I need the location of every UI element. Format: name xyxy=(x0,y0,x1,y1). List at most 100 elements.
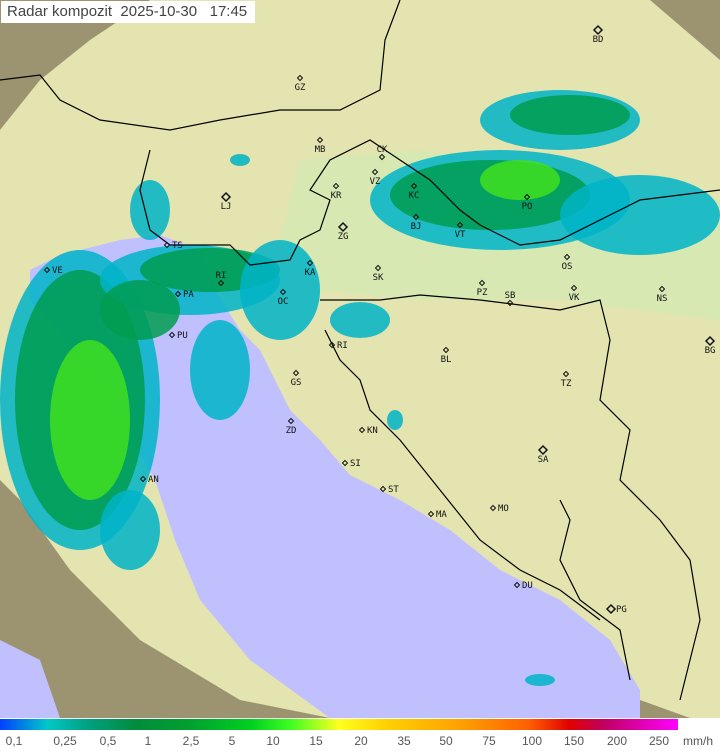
diamond-icon xyxy=(358,426,366,434)
diamond-icon xyxy=(412,213,420,221)
diamond-icon xyxy=(279,288,287,296)
rain-cell xyxy=(560,175,720,255)
city-marker-sa: SA xyxy=(538,444,549,465)
legend-tick: 20 xyxy=(354,734,368,748)
city-label: OS xyxy=(562,262,573,272)
city-label: PZ xyxy=(477,288,488,298)
legend-tick: 35 xyxy=(397,734,411,748)
city-marker-vz: VZ xyxy=(370,168,381,187)
diamond-icon xyxy=(168,331,176,339)
city-label: ZD xyxy=(286,426,297,436)
diamond-icon xyxy=(570,284,578,292)
precipitation-layer xyxy=(0,90,720,686)
diamond-icon xyxy=(43,266,51,274)
city-marker-ck: CK xyxy=(377,145,388,161)
city-marker-pz: PZ xyxy=(477,279,488,298)
city-marker-zd: ZD xyxy=(286,417,297,436)
city-label: PO xyxy=(522,202,533,212)
rain-cell xyxy=(100,280,180,340)
city-marker-kr: KR xyxy=(331,182,342,201)
city-marker-si: SI xyxy=(341,459,361,469)
city-marker-pg: PG xyxy=(605,603,627,615)
city-marker-po: PO xyxy=(522,193,533,212)
city-label: GZ xyxy=(295,83,306,93)
city-marker-ri: RI xyxy=(328,341,348,351)
city-marker-zg: ZG xyxy=(337,221,349,242)
diamond-icon xyxy=(427,510,435,518)
rain-cell xyxy=(240,240,320,340)
diamond-icon xyxy=(704,335,716,347)
city-label: VK xyxy=(569,293,580,303)
city-marker-mo: MO xyxy=(489,504,509,514)
city-marker-gs: GS xyxy=(291,369,302,388)
city-label: CK xyxy=(377,145,388,155)
city-marker-kc: KC xyxy=(409,182,420,201)
legend-tick: 75 xyxy=(482,734,496,748)
adriatic-sea xyxy=(30,235,640,718)
city-label: GS xyxy=(291,378,302,388)
legend-tick: 10 xyxy=(266,734,280,748)
city-marker-st: ST xyxy=(379,485,399,495)
legend-tick: 2,5 xyxy=(182,734,200,748)
city-label: PA xyxy=(183,290,194,300)
diamond-icon xyxy=(506,299,514,307)
city-label: KA xyxy=(305,268,316,278)
city-marker-tz: TZ xyxy=(561,370,572,389)
city-label: BD xyxy=(593,35,604,45)
diamond-icon xyxy=(163,241,171,249)
city-marker-bd: BD xyxy=(593,24,604,45)
diamond-icon xyxy=(562,370,570,378)
city-label: PG xyxy=(616,605,627,615)
city-label: TZ xyxy=(561,379,572,389)
city-label: LJ xyxy=(221,202,232,212)
legend-tick: 1 xyxy=(144,734,152,748)
diamond-icon xyxy=(306,259,314,267)
legend-tick: 0,25 xyxy=(53,734,77,748)
diamond-icon xyxy=(337,221,349,233)
city-label: BL xyxy=(441,355,452,365)
diamond-icon xyxy=(292,369,300,377)
legend-unit: mm/h xyxy=(683,734,713,748)
city-markers: BD GZ MB CK VZ KR KC LJ ZG BJ VT PO OS TS VE RI KA SK PZ SB… xyxy=(43,24,716,615)
city-marker-sk: SK xyxy=(373,264,384,283)
rain-cell xyxy=(525,674,555,686)
diamond-icon xyxy=(287,417,295,425)
city-label: TS xyxy=(172,241,183,251)
diamond-icon xyxy=(371,168,379,176)
rain-cell xyxy=(230,154,250,166)
legend-tick: 15 xyxy=(309,734,323,748)
city-label: OC xyxy=(278,297,289,307)
city-marker-ka: KA xyxy=(305,259,316,278)
diamond-icon xyxy=(523,193,531,201)
diamond-icon xyxy=(328,341,336,349)
tyrrhenian-sea xyxy=(0,640,60,718)
diamond-icon xyxy=(139,475,147,483)
diamond-icon xyxy=(332,182,340,190)
city-marker-vk: VK xyxy=(569,284,580,303)
city-marker-pu: PU xyxy=(168,331,188,341)
city-marker-oc: OC xyxy=(278,288,289,307)
legend-tick: 5 xyxy=(228,734,236,748)
city-label: SA xyxy=(538,455,549,465)
city-marker-ri: RI xyxy=(216,271,226,287)
city-marker-vt: VT xyxy=(455,221,466,240)
city-marker-bl: BL xyxy=(441,346,452,365)
city-label: MA xyxy=(436,510,447,520)
city-marker-ts: TS xyxy=(163,241,183,251)
legend-tick: 250 xyxy=(648,734,670,748)
rain-cell xyxy=(130,180,170,240)
city-marker-du: DU xyxy=(513,581,533,591)
city-label: NS xyxy=(657,294,668,304)
city-marker-ma: MA xyxy=(427,510,447,520)
legend-tick: 200 xyxy=(606,734,628,748)
city-marker-mb: MB xyxy=(315,136,325,155)
diamond-icon xyxy=(442,346,450,354)
radar-map: BD GZ MB CK VZ KR KC LJ ZG BJ VT PO OS TS VE RI KA SK PZ SB… xyxy=(0,0,720,718)
city-label: KC xyxy=(409,191,420,201)
city-label: ST xyxy=(388,485,399,495)
legend-labels: 0,1 0,25 0,5 1 2,5 5 10 15 20 35 50 75 1… xyxy=(0,734,720,751)
city-label: AN xyxy=(148,475,159,485)
rain-cell xyxy=(190,320,250,420)
city-label: BG xyxy=(705,346,716,356)
